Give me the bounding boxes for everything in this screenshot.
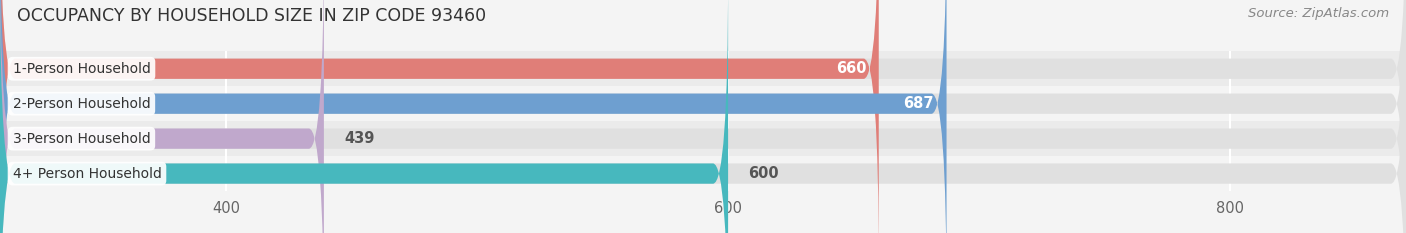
Bar: [0, 121, 1406, 156]
Text: OCCUPANCY BY HOUSEHOLD SIZE IN ZIP CODE 93460: OCCUPANCY BY HOUSEHOLD SIZE IN ZIP CODE …: [17, 7, 486, 25]
Text: 3-Person Household: 3-Person Household: [13, 132, 150, 146]
FancyBboxPatch shape: [0, 0, 946, 233]
FancyBboxPatch shape: [0, 0, 323, 233]
Bar: [0, 86, 1406, 121]
Text: 439: 439: [344, 131, 374, 146]
Text: 687: 687: [904, 96, 934, 111]
Text: 1-Person Household: 1-Person Household: [13, 62, 150, 76]
Text: 600: 600: [748, 166, 779, 181]
Bar: [0, 156, 1406, 191]
Text: Source: ZipAtlas.com: Source: ZipAtlas.com: [1249, 7, 1389, 20]
Text: 4+ Person Household: 4+ Person Household: [13, 167, 162, 181]
Text: 660: 660: [835, 61, 866, 76]
Bar: [0, 51, 1406, 86]
Text: 2-Person Household: 2-Person Household: [13, 97, 150, 111]
FancyBboxPatch shape: [0, 0, 728, 233]
FancyBboxPatch shape: [0, 0, 879, 233]
